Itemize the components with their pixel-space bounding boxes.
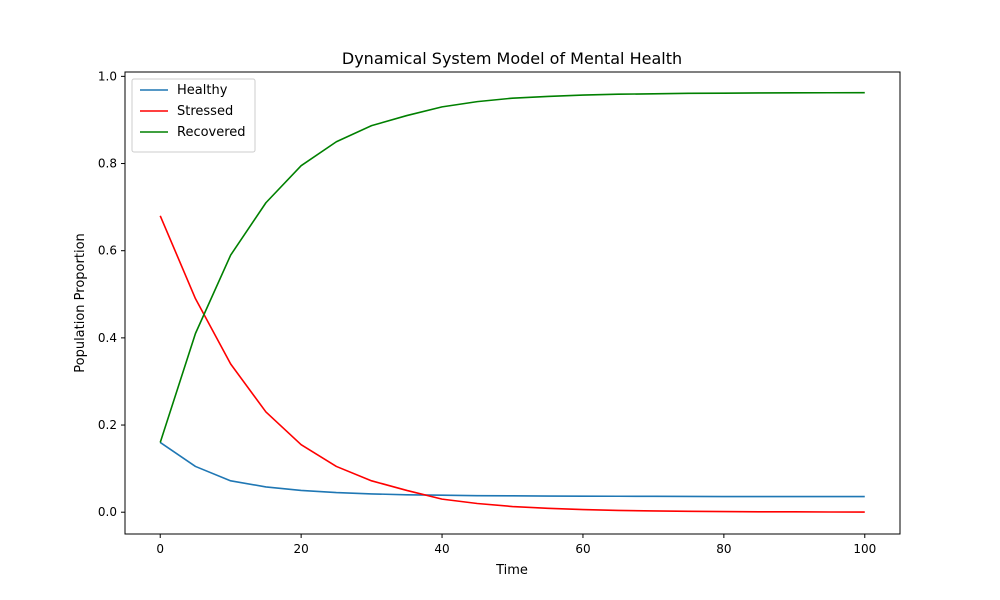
x-axis-ticks: 0 20 40 60 80 100 [156,534,876,556]
legend-label: Healthy [177,83,228,98]
x-axis-label: Time [495,563,528,578]
series-lines [159,91,865,513]
y-axis-ticks: 0.0 0.2 0.4 0.6 0.8 1.0 [98,69,125,519]
series-line-stressed [159,215,865,513]
plot-frame [124,71,901,535]
x-tick-label: 80 [716,542,731,556]
legend-box [131,78,256,153]
x-tick-label: 0 [156,542,164,556]
x-tick-label: 20 [293,542,308,556]
y-tick-label: 0.4 [98,331,117,345]
y-tick-label: 1.0 [98,69,117,83]
y-tick-label: 0.2 [98,418,117,432]
legend-label: Recovered [177,125,246,140]
series-line-recovered [159,91,865,443]
x-tick-label: 60 [575,542,590,556]
y-tick-label: 0.8 [98,157,117,171]
legend-label: Stressed [177,104,233,119]
y-tick-label: 0.0 [98,505,117,519]
x-tick-label: 100 [853,542,876,556]
chart-title: Dynamical System Model of Mental Health [342,49,682,68]
x-tick-label: 40 [434,542,449,556]
y-axis-label: Population Proportion [73,233,88,373]
legend: Healthy Stressed Recovered [131,78,256,153]
y-tick-label: 0.6 [98,244,117,258]
series-line-healthy [159,441,865,498]
